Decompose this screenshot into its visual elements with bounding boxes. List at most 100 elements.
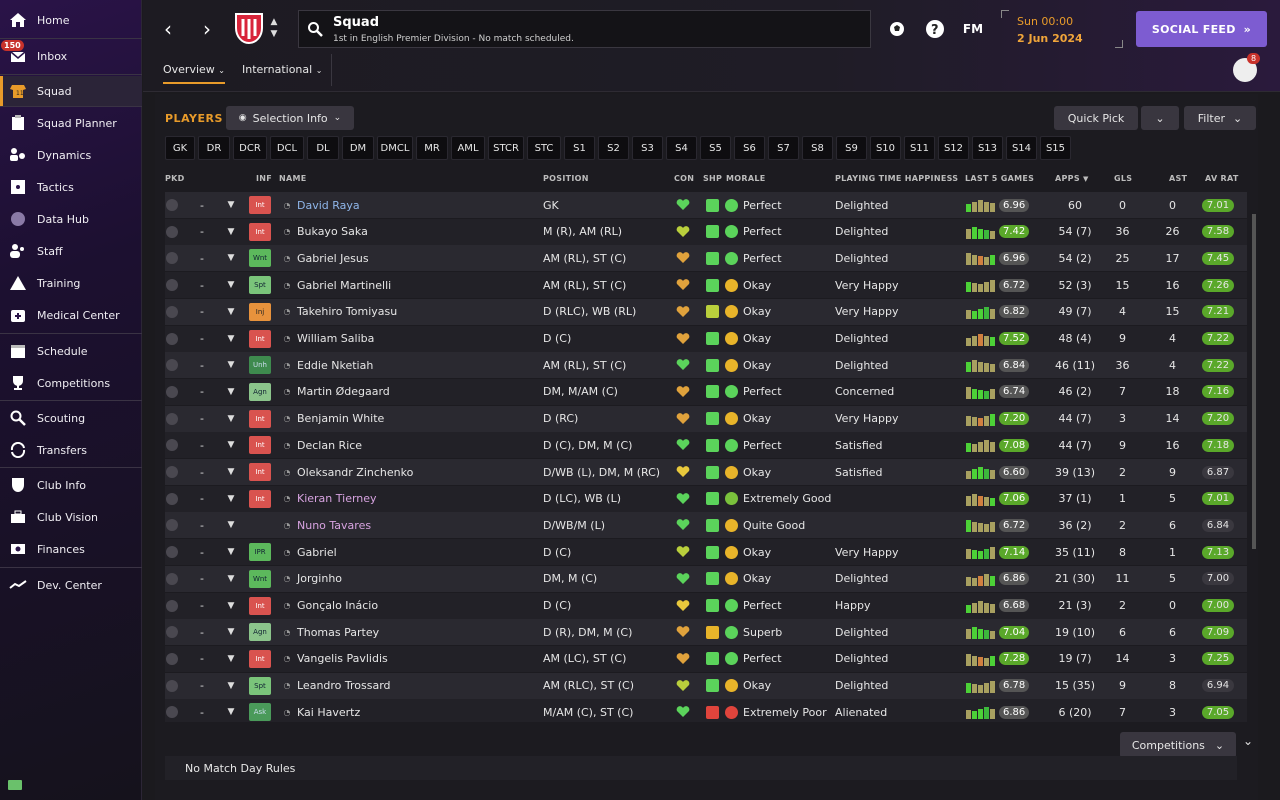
picked-toggle[interactable] bbox=[165, 673, 179, 699]
col-header-shp[interactable]: SHP bbox=[703, 174, 723, 183]
picked-toggle[interactable] bbox=[165, 619, 179, 645]
table-row[interactable]: - ▼ Int ◔ Bukayo Saka M (R), AM (RL) Perfect De… bbox=[165, 218, 1247, 245]
player-name[interactable]: Eddie Nketiah bbox=[297, 358, 374, 372]
player-name[interactable]: Leandro Trossard bbox=[297, 679, 391, 693]
chevron-down-icon[interactable]: ▼ bbox=[227, 413, 235, 424]
sidebar-item-club-info[interactable]: Club Info bbox=[0, 470, 142, 500]
chevron-down-icon[interactable]: ▼ bbox=[227, 253, 235, 264]
table-row[interactable]: - ▼ Int ◔ Gonçalo Inácio D (C) Perfect Happy 6.6… bbox=[165, 592, 1247, 619]
search-bar[interactable]: Squad 1st in English Premier Division - … bbox=[298, 10, 871, 48]
table-row[interactable]: - ▼ Int ◔ Benjamin White D (RC) Okay Very Happy… bbox=[165, 405, 1247, 432]
avatar[interactable]: 8 bbox=[1233, 53, 1261, 82]
scrollbar[interactable] bbox=[1252, 214, 1256, 549]
table-row[interactable]: - ▼ Agn ◔ Martin Ødegaard DM, M/AM (C) Perfect… bbox=[165, 378, 1247, 405]
table-row[interactable]: - ▼ Int ◔ Oleksandr Zinchenko D/WB (L), DM, M… bbox=[165, 459, 1247, 485]
player-name[interactable]: Nuno Tavares bbox=[297, 518, 372, 532]
chevron-down-icon[interactable]: ▼ bbox=[227, 707, 235, 718]
player-name[interactable]: Bukayo Saka bbox=[297, 225, 368, 239]
table-row[interactable]: - ▼ Int ◔ Declan Rice D (C), DM, M (C) Perfect… bbox=[165, 432, 1247, 459]
chevron-down-icon[interactable]: ▼ bbox=[227, 467, 235, 477]
expand-chevron-icon[interactable]: ⌄ bbox=[1243, 734, 1254, 748]
picked-toggle[interactable] bbox=[165, 406, 179, 432]
sidebar-item-schedule[interactable]: Schedule bbox=[0, 336, 142, 366]
player-name[interactable]: Declan Rice bbox=[297, 438, 363, 452]
chevron-down-icon[interactable]: ▼ bbox=[227, 360, 235, 371]
chevron-down-icon[interactable]: ▼ bbox=[227, 653, 235, 664]
sidebar-item-medical-center[interactable]: Medical Center bbox=[0, 300, 142, 330]
table-row[interactable]: - ▼ Spt ◔ Leandro Trossard AM (RLC), ST (C) Ok… bbox=[165, 672, 1247, 699]
club-crest[interactable] bbox=[234, 12, 264, 45]
sidebar-item-transfers[interactable]: Transfers bbox=[0, 435, 142, 465]
quick-pick-dropdown[interactable]: ⌄ bbox=[1141, 106, 1179, 130]
position-button-dcr[interactable]: DCR bbox=[233, 136, 267, 160]
col-header-apps[interactable]: APPS ▼ bbox=[1055, 174, 1089, 183]
chevron-down-icon[interactable]: ▼ bbox=[227, 627, 235, 638]
col-header-inf[interactable]: INF bbox=[256, 174, 273, 183]
chevron-down-icon[interactable]: ▼ bbox=[227, 306, 235, 317]
selection-info-dropdown[interactable]: ◉ Selection Info ⌄ bbox=[226, 106, 354, 130]
picked-toggle[interactable] bbox=[165, 326, 179, 352]
picked-toggle[interactable] bbox=[165, 646, 179, 672]
position-button-s13[interactable]: S13 bbox=[972, 136, 1003, 160]
picked-toggle[interactable] bbox=[165, 486, 179, 512]
position-button-s15[interactable]: S15 bbox=[1040, 136, 1071, 160]
player-name[interactable]: Jorginho bbox=[297, 572, 343, 586]
social-feed-button[interactable]: SOCIAL FEED » bbox=[1136, 11, 1267, 47]
sidebar-item-squad-planner[interactable]: Squad Planner bbox=[0, 108, 142, 138]
player-name[interactable]: Gonçalo Inácio bbox=[297, 599, 379, 612]
sidebar-item-competitions[interactable]: Competitions bbox=[0, 368, 142, 398]
position-button-stcr[interactable]: STCR bbox=[488, 136, 524, 160]
sidebar-item-club-vision[interactable]: Club Vision bbox=[0, 502, 142, 532]
picked-toggle[interactable] bbox=[165, 566, 179, 592]
picked-toggle[interactable] bbox=[165, 245, 179, 271]
help-icon[interactable]: ? bbox=[924, 18, 946, 40]
player-name[interactable]: Gabriel Martinelli bbox=[297, 278, 392, 292]
sidebar-item-home[interactable]: Home bbox=[0, 5, 142, 35]
table-row[interactable]: - ▼ Wnt ◔ Gabriel Jesus AM (RL), ST (C) Perfec… bbox=[165, 245, 1247, 272]
sidebar-item-dynamics[interactable]: Dynamics bbox=[0, 140, 142, 170]
picked-toggle[interactable] bbox=[165, 192, 179, 218]
chevron-down-icon[interactable]: ▼ bbox=[227, 493, 235, 504]
col-header-morale[interactable]: MORALE bbox=[726, 174, 766, 183]
table-row[interactable]: - ▼ Agn ◔ Thomas Partey D (R), DM, M (C) Super… bbox=[165, 619, 1247, 646]
picked-toggle[interactable] bbox=[165, 299, 179, 325]
picked-toggle[interactable] bbox=[165, 219, 179, 245]
chevron-down-icon[interactable]: ▼ bbox=[227, 226, 235, 237]
position-button-stc[interactable]: STC bbox=[527, 136, 561, 160]
position-button-s7[interactable]: S7 bbox=[768, 136, 799, 160]
player-name[interactable]: Gabriel bbox=[297, 545, 337, 559]
chevron-down-icon[interactable]: ▼ bbox=[227, 333, 235, 344]
chevron-down-icon[interactable]: ▼ bbox=[227, 600, 235, 611]
picked-toggle[interactable] bbox=[165, 432, 179, 458]
position-button-s8[interactable]: S8 bbox=[802, 136, 833, 160]
position-button-dcl[interactable]: DCL bbox=[270, 136, 304, 160]
table-row[interactable]: - ▼ Spt ◔ Gabriel Martinelli AM (RL), ST (C) O… bbox=[165, 272, 1247, 299]
player-name[interactable]: Kieran Tierney bbox=[297, 492, 377, 506]
forward-button[interactable]: › bbox=[196, 17, 218, 41]
player-name[interactable]: Oleksandr Zinchenko bbox=[297, 465, 414, 479]
position-button-s9[interactable]: S9 bbox=[836, 136, 867, 160]
position-button-dmcl[interactable]: DMCL bbox=[377, 136, 413, 160]
chevron-down-icon[interactable]: ▼ bbox=[227, 573, 235, 584]
table-row[interactable]: - ▼ Ask ◔ Kai Havertz M/AM (C), ST (C) Extreme… bbox=[165, 699, 1247, 722]
tab-overview[interactable]: Overview ⌄ bbox=[163, 63, 225, 84]
chevron-down-icon[interactable]: ▼ bbox=[227, 280, 235, 291]
sidebar-item-squad[interactable]: 11 Squad bbox=[0, 76, 142, 106]
position-button-aml[interactable]: AML bbox=[451, 136, 485, 160]
position-button-s4[interactable]: S4 bbox=[666, 136, 697, 160]
position-button-s14[interactable]: S14 bbox=[1006, 136, 1037, 160]
table-row[interactable]: - ▼ Inj ◔ Takehiro Tomiyasu D (RLC), WB (RL) O… bbox=[165, 298, 1247, 325]
player-name[interactable]: Benjamin White bbox=[297, 412, 385, 426]
col-header-avrat[interactable]: AV RAT bbox=[1205, 174, 1239, 183]
position-button-dl[interactable]: DL bbox=[307, 136, 339, 160]
sidebar-item-training[interactable]: Training bbox=[0, 268, 142, 298]
chevron-down-icon[interactable]: ▼ bbox=[227, 520, 235, 531]
picked-toggle[interactable] bbox=[165, 593, 179, 619]
chevron-down-icon[interactable]: ▼ bbox=[227, 547, 235, 558]
col-header-pkd[interactable]: PKD bbox=[165, 174, 185, 183]
col-header-name[interactable]: NAME bbox=[279, 174, 307, 183]
club-switcher[interactable]: ▲ ▼ bbox=[268, 16, 280, 42]
sidebar-item-scouting[interactable]: Scouting bbox=[0, 403, 142, 433]
player-name[interactable]: Gabriel Jesus bbox=[297, 251, 369, 265]
picked-toggle[interactable] bbox=[165, 539, 179, 565]
